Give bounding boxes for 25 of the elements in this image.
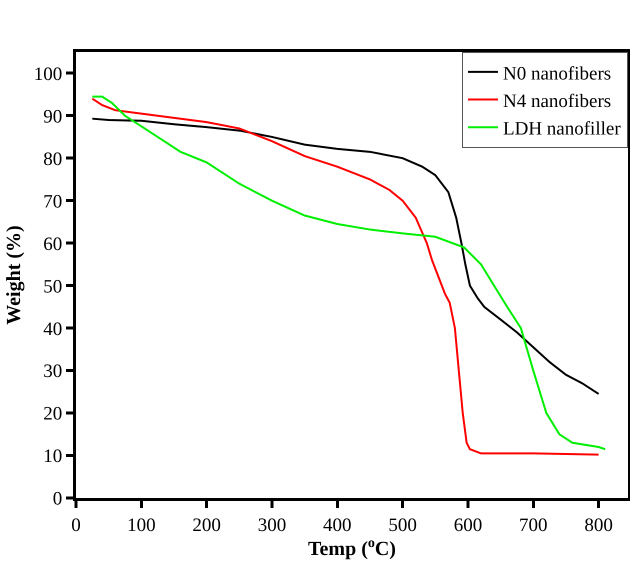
x-tick-label: 500	[388, 514, 417, 536]
y-tick-label: 20	[43, 404, 62, 425]
y-tick-label: 80	[43, 148, 62, 170]
x-tick-label: 600	[454, 514, 482, 536]
legend-label: N0 nanofibers	[503, 63, 612, 84]
y-tick-label: 0	[52, 488, 62, 510]
y-tick-label: 10	[43, 446, 62, 468]
x-tick-label: 800	[584, 514, 613, 536]
y-tick-label: 60	[43, 234, 62, 255]
legend-label: N4 nanofibers	[503, 90, 612, 112]
y-tick-label: 90	[43, 106, 62, 128]
x-tick-label: 400	[323, 514, 352, 536]
x-tick-label: 200	[192, 514, 221, 536]
y-tick-label: 50	[43, 276, 62, 298]
x-tick-label: 700	[519, 514, 548, 536]
y-tick-label: 100	[34, 64, 62, 85]
legend-label: LDH nanofiller	[503, 118, 622, 140]
x-tick-label: 100	[127, 514, 156, 536]
y-tick-label: 40	[43, 318, 62, 340]
y-axis-title: Weight (%)	[3, 225, 26, 325]
x-tick-label: 0	[71, 514, 81, 536]
x-axis-title: Temp ($^{o}$C)	[308, 536, 396, 560]
y-tick-label: 70	[43, 191, 62, 212]
x-tick-label: 300	[258, 514, 286, 536]
y-tick-label: 30	[43, 361, 62, 382]
